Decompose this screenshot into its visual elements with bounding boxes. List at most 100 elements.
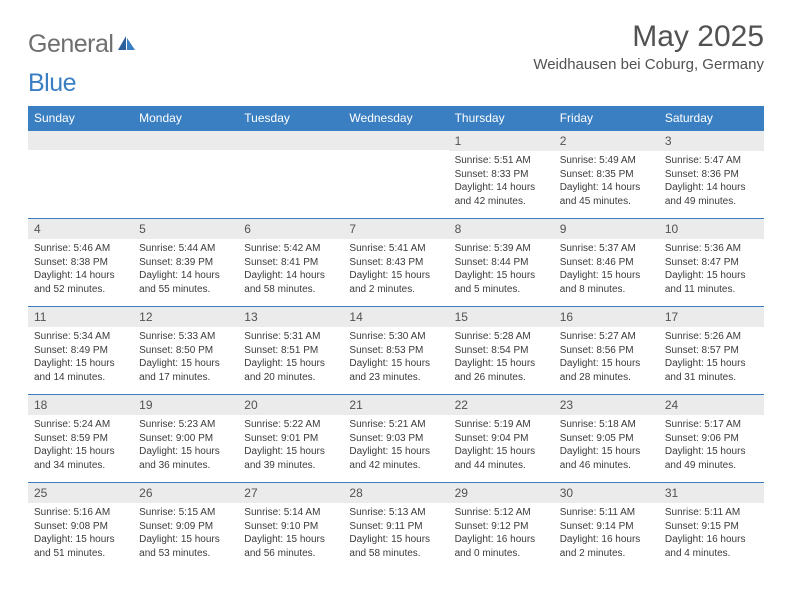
- day-number: 24: [659, 395, 764, 415]
- day-number: 28: [343, 483, 448, 503]
- calendar-day-cell: 18Sunrise: 5:24 AMSunset: 8:59 PMDayligh…: [28, 395, 133, 483]
- day-detail-line: and 52 minutes.: [34, 283, 127, 297]
- day-detail-line: Sunrise: 5:18 AM: [560, 418, 653, 432]
- day-detail-line: Daylight: 15 hours: [349, 357, 442, 371]
- day-number: 20: [238, 395, 343, 415]
- day-details: Sunrise: 5:34 AMSunset: 8:49 PMDaylight:…: [28, 327, 133, 388]
- day-number: 31: [659, 483, 764, 503]
- day-detail-line: and 26 minutes.: [455, 371, 548, 385]
- day-detail-line: Sunset: 8:54 PM: [455, 344, 548, 358]
- calendar-day-cell: 17Sunrise: 5:26 AMSunset: 8:57 PMDayligh…: [659, 307, 764, 395]
- day-details: Sunrise: 5:31 AMSunset: 8:51 PMDaylight:…: [238, 327, 343, 388]
- day-number: 16: [554, 307, 659, 327]
- day-number: 18: [28, 395, 133, 415]
- day-detail-line: and 2 minutes.: [560, 547, 653, 561]
- calendar-day-cell: 20Sunrise: 5:22 AMSunset: 9:01 PMDayligh…: [238, 395, 343, 483]
- calendar-week-row: 18Sunrise: 5:24 AMSunset: 8:59 PMDayligh…: [28, 395, 764, 483]
- day-detail-line: Daylight: 14 hours: [34, 269, 127, 283]
- calendar-day-cell: 8Sunrise: 5:39 AMSunset: 8:44 PMDaylight…: [449, 219, 554, 307]
- weekday-header: Wednesday: [343, 106, 448, 131]
- day-detail-line: Daylight: 15 hours: [139, 533, 232, 547]
- day-detail-line: Daylight: 15 hours: [349, 533, 442, 547]
- day-detail-line: and 45 minutes.: [560, 195, 653, 209]
- day-detail-line: Sunset: 8:47 PM: [665, 256, 758, 270]
- day-detail-line: and 58 minutes.: [349, 547, 442, 561]
- day-detail-line: Sunrise: 5:33 AM: [139, 330, 232, 344]
- day-detail-line: Sunrise: 5:17 AM: [665, 418, 758, 432]
- day-detail-line: Sunset: 9:12 PM: [455, 520, 548, 534]
- day-details: Sunrise: 5:49 AMSunset: 8:35 PMDaylight:…: [554, 151, 659, 212]
- calendar-day-cell: 6Sunrise: 5:42 AMSunset: 8:41 PMDaylight…: [238, 219, 343, 307]
- day-detail-line: and 44 minutes.: [455, 459, 548, 473]
- day-detail-line: and 55 minutes.: [139, 283, 232, 297]
- calendar-day-cell: [133, 131, 238, 219]
- day-detail-line: Sunset: 9:01 PM: [244, 432, 337, 446]
- title-block: May 2025 Weidhausen bei Coburg, Germany: [533, 20, 764, 73]
- day-details: Sunrise: 5:18 AMSunset: 9:05 PMDaylight:…: [554, 415, 659, 476]
- day-detail-line: and 53 minutes.: [139, 547, 232, 561]
- day-detail-line: Daylight: 16 hours: [665, 533, 758, 547]
- day-detail-line: Sunset: 8:53 PM: [349, 344, 442, 358]
- calendar-day-cell: 12Sunrise: 5:33 AMSunset: 8:50 PMDayligh…: [133, 307, 238, 395]
- day-detail-line: Daylight: 15 hours: [34, 445, 127, 459]
- day-detail-line: and 46 minutes.: [560, 459, 653, 473]
- day-details: Sunrise: 5:21 AMSunset: 9:03 PMDaylight:…: [343, 415, 448, 476]
- day-number: 26: [133, 483, 238, 503]
- day-detail-line: Daylight: 15 hours: [455, 445, 548, 459]
- calendar-day-cell: 1Sunrise: 5:51 AMSunset: 8:33 PMDaylight…: [449, 131, 554, 219]
- day-detail-line: and 8 minutes.: [560, 283, 653, 297]
- day-details: [343, 150, 448, 157]
- day-detail-line: Sunrise: 5:37 AM: [560, 242, 653, 256]
- day-detail-line: Sunset: 9:15 PM: [665, 520, 758, 534]
- day-detail-line: Sunset: 9:14 PM: [560, 520, 653, 534]
- day-details: [238, 150, 343, 157]
- day-detail-line: Sunset: 9:08 PM: [34, 520, 127, 534]
- day-details: Sunrise: 5:39 AMSunset: 8:44 PMDaylight:…: [449, 239, 554, 300]
- calendar-day-cell: 13Sunrise: 5:31 AMSunset: 8:51 PMDayligh…: [238, 307, 343, 395]
- day-number: 11: [28, 307, 133, 327]
- day-detail-line: Sunrise: 5:39 AM: [455, 242, 548, 256]
- day-detail-line: Daylight: 14 hours: [139, 269, 232, 283]
- day-details: Sunrise: 5:47 AMSunset: 8:36 PMDaylight:…: [659, 151, 764, 212]
- day-detail-line: Daylight: 15 hours: [349, 269, 442, 283]
- day-detail-line: and 17 minutes.: [139, 371, 232, 385]
- day-detail-line: Daylight: 16 hours: [455, 533, 548, 547]
- day-details: [133, 150, 238, 157]
- day-details: Sunrise: 5:16 AMSunset: 9:08 PMDaylight:…: [28, 503, 133, 564]
- day-detail-line: Sunrise: 5:12 AM: [455, 506, 548, 520]
- day-details: Sunrise: 5:11 AMSunset: 9:14 PMDaylight:…: [554, 503, 659, 564]
- day-number: 17: [659, 307, 764, 327]
- calendar-day-cell: [238, 131, 343, 219]
- location-label: Weidhausen bei Coburg, Germany: [533, 56, 764, 73]
- weekday-header: Monday: [133, 106, 238, 131]
- day-number: 4: [28, 219, 133, 239]
- day-detail-line: Sunrise: 5:31 AM: [244, 330, 337, 344]
- day-number: 19: [133, 395, 238, 415]
- weekday-header: Friday: [554, 106, 659, 131]
- day-details: Sunrise: 5:33 AMSunset: 8:50 PMDaylight:…: [133, 327, 238, 388]
- day-detail-line: Daylight: 14 hours: [244, 269, 337, 283]
- day-detail-line: Sunset: 8:51 PM: [244, 344, 337, 358]
- day-detail-line: Daylight: 15 hours: [244, 533, 337, 547]
- day-details: Sunrise: 5:44 AMSunset: 8:39 PMDaylight:…: [133, 239, 238, 300]
- day-detail-line: Daylight: 15 hours: [665, 357, 758, 371]
- day-details: Sunrise: 5:37 AMSunset: 8:46 PMDaylight:…: [554, 239, 659, 300]
- day-number: 15: [449, 307, 554, 327]
- calendar-week-row: 25Sunrise: 5:16 AMSunset: 9:08 PMDayligh…: [28, 483, 764, 571]
- day-detail-line: Sunset: 8:49 PM: [34, 344, 127, 358]
- day-detail-line: Daylight: 16 hours: [560, 533, 653, 547]
- day-detail-line: Sunrise: 5:27 AM: [560, 330, 653, 344]
- calendar-day-cell: 4Sunrise: 5:46 AMSunset: 8:38 PMDaylight…: [28, 219, 133, 307]
- calendar-day-cell: 10Sunrise: 5:36 AMSunset: 8:47 PMDayligh…: [659, 219, 764, 307]
- day-detail-line: Sunrise: 5:24 AM: [34, 418, 127, 432]
- day-detail-line: and 36 minutes.: [139, 459, 232, 473]
- day-detail-line: Sunrise: 5:14 AM: [244, 506, 337, 520]
- day-number: 12: [133, 307, 238, 327]
- calendar-day-cell: 21Sunrise: 5:21 AMSunset: 9:03 PMDayligh…: [343, 395, 448, 483]
- day-details: Sunrise: 5:22 AMSunset: 9:01 PMDaylight:…: [238, 415, 343, 476]
- day-detail-line: Daylight: 15 hours: [139, 357, 232, 371]
- day-detail-line: Sunrise: 5:46 AM: [34, 242, 127, 256]
- day-details: Sunrise: 5:36 AMSunset: 8:47 PMDaylight:…: [659, 239, 764, 300]
- day-detail-line: Sunrise: 5:34 AM: [34, 330, 127, 344]
- sail-icon: [116, 34, 136, 57]
